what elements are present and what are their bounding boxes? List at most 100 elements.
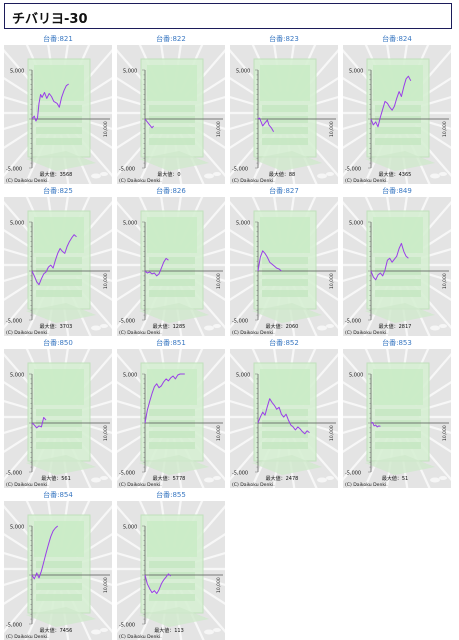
graph-card[interactable]: 台番:853 5,000 -5,000 10,000 最大値：51 (C) Daikoku… [343, 338, 451, 488]
background-machine-illustration [139, 58, 221, 179]
graph-card[interactable]: 台番:823 5,000 -5,000 10,000 最大値：88 (C) Daikoku… [230, 34, 338, 184]
machine-number-link[interactable]: 台番:849 [382, 187, 412, 195]
graph-card[interactable]: 台番:852 5,000 -5,000 10,000 最大値：2478 (C) Daiko… [230, 338, 338, 488]
graph-card[interactable]: 台番:849 5,000 -5,000 10,000 最大値：2817 (C) Daiko… [343, 186, 451, 336]
y-axis-ticks [255, 373, 258, 473]
slump-line-series [144, 257, 169, 277]
y-tick-label-bottom: -5,000 [119, 167, 135, 173]
slump-graph-panel: 5,000 -5,000 10,000 最大値：113 (C) Daikoku Denk… [117, 501, 225, 640]
slump-graph-svg: 5,000 -5,000 10,000 最大値：3568(C) Daikoku Den… [4, 45, 112, 184]
x-tick-label-end: 10,000 [329, 425, 335, 441]
copyright-label: (C) Daikoku Denki. [232, 178, 275, 184]
slump-graph-panel: 5,000 -5,000 10,000 最大値：0 (C) Daikoku Denki. [117, 45, 225, 184]
max-value-label: 最大値：88 [269, 171, 295, 178]
machine-number-link[interactable]: 台番:853 [382, 339, 412, 347]
machine-number-link[interactable]: 台番:851 [156, 339, 186, 347]
machine-number-link[interactable]: 台番:824 [382, 35, 412, 43]
background-machine-illustration [26, 210, 108, 331]
graph-card[interactable]: 台番:822 5,000 -5,000 10,000 最大値：0 (C) Daikoku … [117, 34, 225, 184]
graph-card[interactable]: 台番:824 5,000 -5,000 10,000 最大値：4365 (C) Daiko… [343, 34, 451, 184]
y-tick-label-bottom: -5,000 [345, 471, 361, 477]
page-title-box: チバリヨ-30 [4, 3, 452, 29]
max-value-label: 最大値：4365 [379, 171, 412, 178]
y-axis-ticks [255, 221, 258, 321]
machine-number-link[interactable]: 台番:821 [43, 35, 73, 43]
y-tick-label-top: 5,000 [349, 373, 363, 379]
graph-card[interactable]: 台番:854 5,000 -5,000 10,000 最大値：7456 (C) Daiko… [4, 490, 112, 640]
x-tick-label-end: 10,000 [216, 577, 222, 593]
background-machine-illustration [26, 362, 108, 483]
background-machine-illustration [139, 362, 221, 483]
slump-graph-svg: 5,000 -5,000 10,000 最大値：1285(C) Daikoku Den… [117, 197, 225, 336]
background-machine-illustration [365, 58, 447, 179]
copyright-label: (C) Daikoku Denki. [6, 482, 49, 488]
max-value-label: 最大値：0 [157, 171, 180, 178]
slump-graph-panel: 5,000 -5,000 10,000 最大値：2060 (C) Daikoku Den… [230, 197, 338, 336]
slump-line-series [144, 573, 172, 595]
max-value-label: 最大値：2060 [266, 323, 299, 330]
max-value-label: 最大値：5778 [153, 475, 186, 482]
graph-card[interactable]: 台番:827 5,000 -5,000 10,000 最大値：2060 (C) Daiko… [230, 186, 338, 336]
max-value-label: 最大値：3703 [40, 323, 73, 330]
background-machine-illustration [26, 514, 108, 635]
machine-number-link[interactable]: 台番:827 [269, 187, 299, 195]
background-machine-illustration [365, 362, 447, 483]
graph-card[interactable]: 台番:826 5,000 -5,000 10,000 最大値：1285 (C) Daiko… [117, 186, 225, 336]
graph-card[interactable]: 台番:825 5,000 -5,000 10,000 最大値：3703 (C) Daiko… [4, 186, 112, 336]
x-tick-label-end: 10,000 [329, 273, 335, 289]
background-machine-illustration [252, 58, 334, 179]
slump-line-series [257, 250, 282, 272]
slump-graph-panel: 5,000 -5,000 10,000 最大値：2478 (C) Daikoku Den… [230, 349, 338, 488]
machine-number-link[interactable]: 台番:822 [156, 35, 186, 43]
slump-line-series [257, 398, 310, 435]
y-tick-label-bottom: -5,000 [6, 623, 22, 629]
machine-number-link[interactable]: 台番:854 [43, 491, 73, 499]
y-tick-label-top: 5,000 [236, 373, 250, 379]
graph-card[interactable]: 台番:855 5,000 -5,000 10,000 最大値：113 (C) Daikok… [117, 490, 225, 640]
y-tick-label-bottom: -5,000 [6, 167, 22, 173]
machine-number-link[interactable]: 台番:850 [43, 339, 73, 347]
slump-graph-svg: 5,000 -5,000 10,000 最大値：0(C) Daikoku Denki. [117, 45, 225, 184]
background-machine-illustration [139, 210, 221, 331]
graph-card[interactable]: 台番:851 5,000 -5,000 10,000 最大値：5778 (C) Daiko… [117, 338, 225, 488]
slump-graph-panel: 5,000 -5,000 10,000 最大値：1285 (C) Daikoku Den… [117, 197, 225, 336]
machine-number-link[interactable]: 台番:826 [156, 187, 186, 195]
machine-number-link[interactable]: 台番:825 [43, 187, 73, 195]
machine-number-link[interactable]: 台番:823 [269, 35, 299, 43]
y-axis-ticks [368, 69, 371, 169]
x-tick-label-end: 10,000 [329, 121, 335, 137]
y-tick-label-bottom: -5,000 [119, 319, 135, 325]
y-axis-ticks [368, 221, 371, 321]
x-tick-label-end: 10,000 [103, 273, 109, 289]
y-axis-ticks [368, 373, 371, 473]
slump-graph-panel: 5,000 -5,000 10,000 最大値：2817 (C) Daikoku Den… [343, 197, 451, 336]
background-machine-illustration [365, 210, 447, 331]
max-value-label: 最大値：2478 [266, 475, 299, 482]
graph-card[interactable]: 台番:821 5,000 -5,000 10,000 最大値：3568 (C) Daiko… [4, 34, 112, 184]
copyright-label: (C) Daikoku Denki. [119, 634, 162, 640]
y-tick-label-top: 5,000 [123, 373, 137, 379]
slump-graph-panel: 5,000 -5,000 10,000 最大値：4365 (C) Daikoku Den… [343, 45, 451, 184]
slump-graph-svg: 5,000 -5,000 10,000 最大値：113(C) Daikoku Denk… [117, 501, 225, 640]
max-value-label: 最大値：2817 [379, 323, 412, 330]
slump-graph-panel: 5,000 -5,000 10,000 最大値：5778 (C) Daikoku Den… [117, 349, 225, 488]
y-tick-label-bottom: -5,000 [232, 471, 248, 477]
slump-line-series [144, 118, 154, 129]
x-tick-label-end: 10,000 [442, 425, 448, 441]
y-tick-label-top: 5,000 [349, 69, 363, 75]
graph-card[interactable]: 台番:850 5,000 -5,000 10,000 最大値：561 (C) Daikok… [4, 338, 112, 488]
copyright-label: (C) Daikoku Denki. [6, 634, 49, 640]
page-title: チバリヨ-30 [12, 12, 88, 27]
max-value-label: 最大値：7456 [40, 627, 73, 634]
y-axis-ticks [255, 69, 258, 169]
y-tick-label-top: 5,000 [236, 221, 250, 227]
slump-line-series [370, 422, 381, 428]
x-tick-label-end: 10,000 [216, 273, 222, 289]
x-tick-label-end: 10,000 [216, 121, 222, 137]
machine-number-link[interactable]: 台番:852 [269, 339, 299, 347]
y-axis-ticks [142, 69, 145, 169]
y-axis-ticks [142, 221, 145, 321]
copyright-label: (C) Daikoku Denki. [232, 330, 275, 336]
machine-number-link[interactable]: 台番:855 [156, 491, 186, 499]
slump-graph-panel: 5,000 -5,000 10,000 最大値：561 (C) Daikoku Denk… [4, 349, 112, 488]
